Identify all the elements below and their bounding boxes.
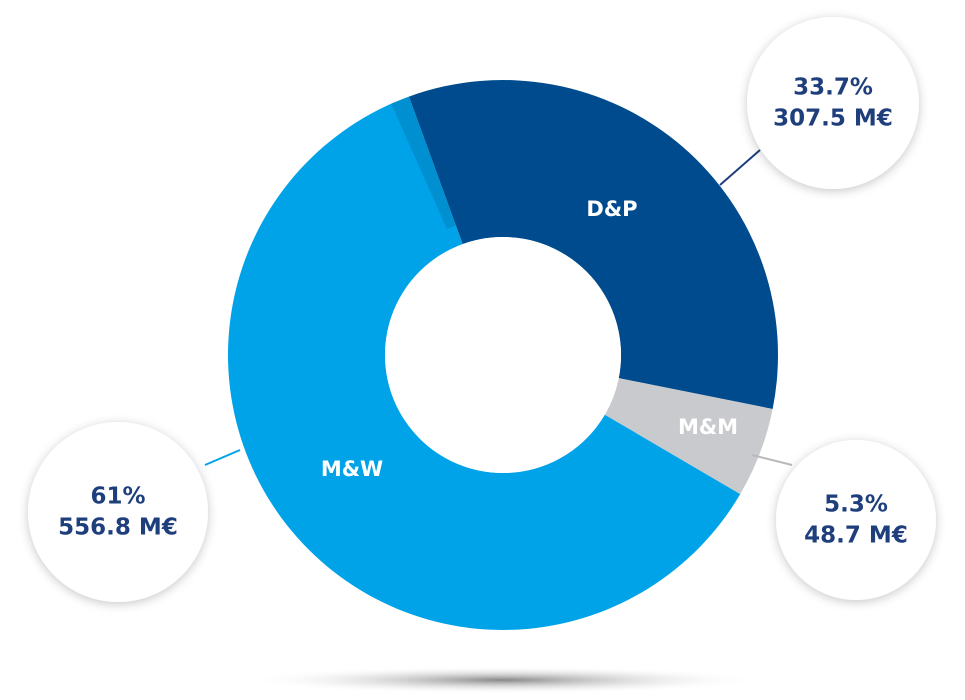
connector — [719, 149, 761, 186]
slice-label: M&M — [678, 415, 738, 439]
bubble — [776, 440, 936, 600]
slice — [228, 96, 741, 630]
bubble — [747, 17, 919, 189]
value-label: 33.7% — [793, 75, 873, 101]
amount-label: 48.7 M€ — [804, 523, 908, 549]
value-label: 61% — [90, 484, 145, 510]
amount-label: 556.8 M€ — [58, 515, 178, 541]
amount-label: 307.5 M€ — [773, 106, 893, 132]
bubble — [28, 422, 208, 602]
floor-shadow — [243, 666, 763, 694]
slice-label: M&W — [321, 457, 383, 481]
slice-label: D&P — [586, 197, 637, 221]
donut-hole — [385, 237, 621, 473]
slice-shade — [391, 96, 456, 229]
slice — [604, 378, 773, 495]
value-label: 5.3% — [824, 492, 888, 518]
connector — [751, 454, 793, 466]
slice — [408, 79, 778, 409]
connector — [204, 449, 241, 466]
